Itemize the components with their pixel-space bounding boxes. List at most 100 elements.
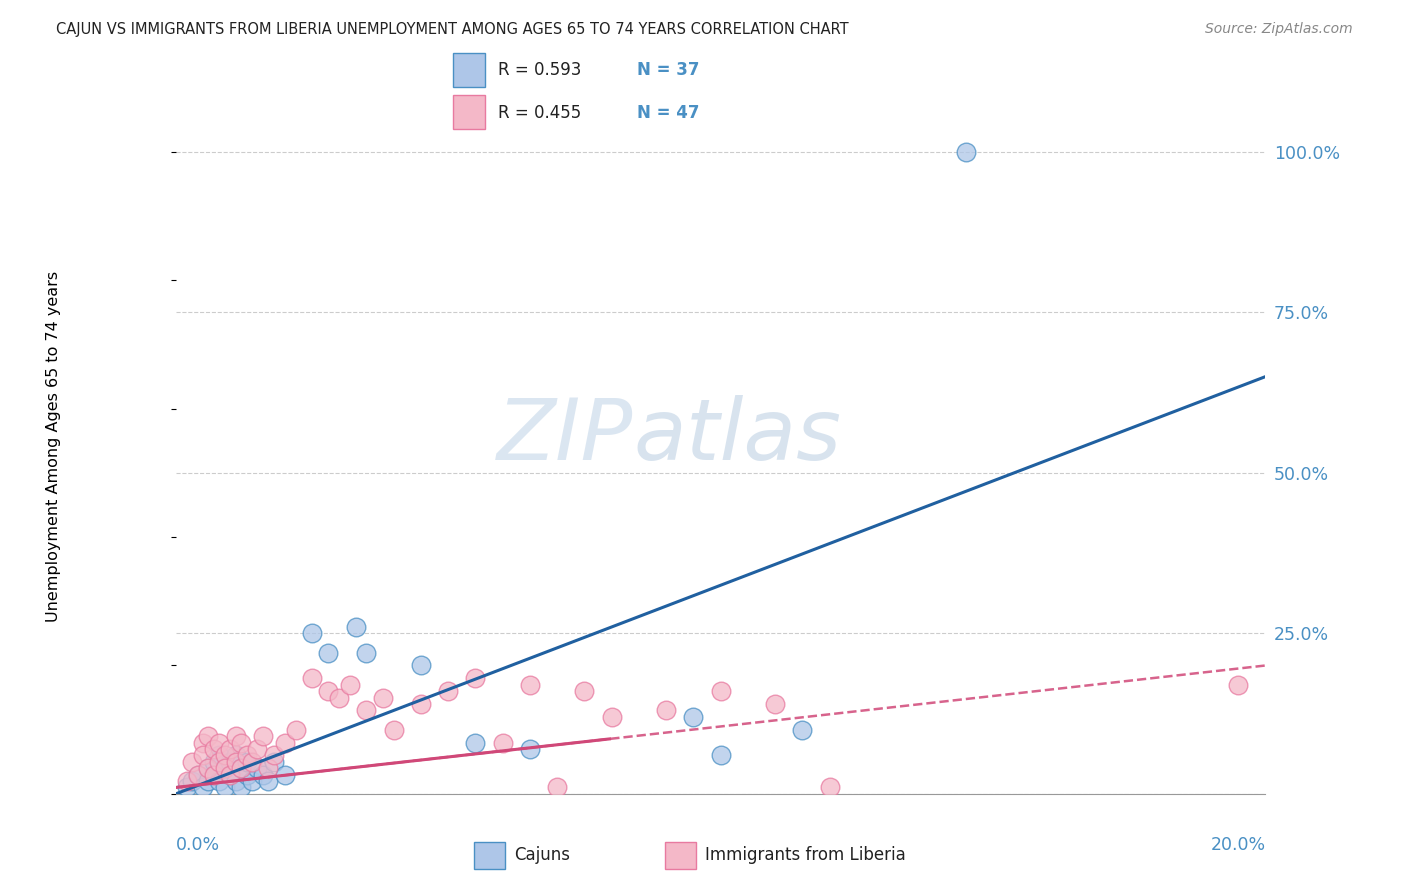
- Point: [246, 761, 269, 775]
- Point: [682, 710, 704, 724]
- Point: [464, 735, 486, 749]
- Point: [181, 774, 204, 789]
- Point: [274, 735, 297, 749]
- Point: [818, 780, 841, 795]
- Point: [231, 735, 253, 749]
- Text: Cajuns: Cajuns: [515, 847, 571, 864]
- Point: [181, 755, 204, 769]
- Point: [235, 748, 257, 763]
- Point: [301, 626, 323, 640]
- Point: [710, 684, 733, 698]
- Point: [176, 774, 198, 789]
- Point: [235, 767, 257, 781]
- Point: [519, 742, 541, 756]
- Point: [202, 767, 225, 781]
- Point: [252, 729, 274, 743]
- Point: [214, 748, 236, 763]
- Point: [231, 761, 253, 775]
- Text: Unemployment Among Ages 65 to 74 years: Unemployment Among Ages 65 to 74 years: [46, 270, 60, 622]
- Point: [792, 723, 814, 737]
- Point: [208, 748, 231, 763]
- Point: [225, 755, 247, 769]
- Text: atlas: atlas: [633, 395, 841, 478]
- Text: 20.0%: 20.0%: [1211, 836, 1265, 854]
- Point: [202, 767, 225, 781]
- Point: [214, 761, 236, 775]
- Point: [191, 748, 214, 763]
- Point: [955, 145, 977, 159]
- Text: ZIP: ZIP: [498, 395, 633, 478]
- Point: [214, 761, 236, 775]
- Point: [382, 723, 405, 737]
- Point: [371, 690, 394, 705]
- Point: [356, 703, 378, 717]
- Point: [219, 742, 242, 756]
- Point: [197, 761, 219, 775]
- Text: Source: ZipAtlas.com: Source: ZipAtlas.com: [1205, 22, 1353, 37]
- Text: Immigrants from Liberia: Immigrants from Liberia: [706, 847, 905, 864]
- Point: [574, 684, 596, 698]
- Text: N = 37: N = 37: [637, 62, 699, 79]
- Point: [191, 735, 214, 749]
- Point: [1227, 678, 1250, 692]
- Text: CAJUN VS IMMIGRANTS FROM LIBERIA UNEMPLOYMENT AMONG AGES 65 TO 74 YEARS CORRELAT: CAJUN VS IMMIGRANTS FROM LIBERIA UNEMPLO…: [56, 22, 849, 37]
- Point: [655, 703, 678, 717]
- Point: [197, 729, 219, 743]
- Point: [219, 767, 242, 781]
- Point: [339, 678, 361, 692]
- Point: [219, 767, 242, 781]
- Text: N = 47: N = 47: [637, 104, 699, 122]
- Point: [600, 710, 623, 724]
- FancyBboxPatch shape: [665, 842, 696, 869]
- Point: [257, 774, 280, 789]
- FancyBboxPatch shape: [453, 95, 485, 129]
- Point: [263, 748, 285, 763]
- Point: [231, 780, 253, 795]
- Point: [344, 620, 367, 634]
- Point: [263, 755, 285, 769]
- Point: [252, 767, 274, 781]
- Point: [202, 742, 225, 756]
- Point: [208, 774, 231, 789]
- Point: [437, 684, 460, 698]
- Point: [240, 755, 263, 769]
- Point: [284, 723, 307, 737]
- Point: [197, 774, 219, 789]
- Point: [710, 748, 733, 763]
- Point: [202, 755, 225, 769]
- Point: [208, 735, 231, 749]
- Point: [492, 735, 515, 749]
- Point: [274, 767, 297, 781]
- Point: [763, 697, 786, 711]
- Text: R = 0.455: R = 0.455: [498, 104, 581, 122]
- Point: [214, 780, 236, 795]
- Point: [225, 729, 247, 743]
- Point: [409, 697, 432, 711]
- Point: [246, 742, 269, 756]
- Point: [235, 755, 257, 769]
- Point: [225, 748, 247, 763]
- Point: [197, 761, 219, 775]
- Point: [219, 755, 242, 769]
- Point: [318, 646, 340, 660]
- Point: [208, 755, 231, 769]
- Point: [225, 774, 247, 789]
- Point: [546, 780, 568, 795]
- Point: [186, 767, 209, 781]
- Text: R = 0.593: R = 0.593: [498, 62, 581, 79]
- Point: [257, 761, 280, 775]
- Point: [186, 767, 209, 781]
- Point: [356, 646, 378, 660]
- Point: [231, 761, 253, 775]
- Point: [240, 774, 263, 789]
- Point: [191, 780, 214, 795]
- Point: [464, 671, 486, 685]
- Point: [176, 780, 198, 795]
- FancyBboxPatch shape: [453, 53, 485, 87]
- Point: [519, 678, 541, 692]
- FancyBboxPatch shape: [474, 842, 505, 869]
- Point: [328, 690, 350, 705]
- Point: [318, 684, 340, 698]
- Point: [409, 658, 432, 673]
- Point: [301, 671, 323, 685]
